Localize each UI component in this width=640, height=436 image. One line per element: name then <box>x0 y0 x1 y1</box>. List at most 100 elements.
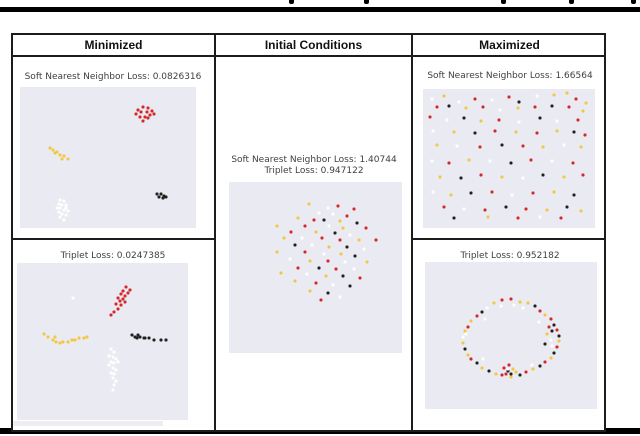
column-divider-1 <box>214 33 216 432</box>
data-point-yellow <box>51 148 55 152</box>
data-point-red <box>143 115 147 119</box>
data-point-white <box>109 371 113 375</box>
data-point-black <box>473 131 477 135</box>
data-point-yellow <box>486 215 490 219</box>
data-point-red <box>319 298 323 302</box>
data-point-yellow <box>339 252 343 256</box>
data-point-red <box>141 119 145 123</box>
data-point-white <box>327 224 331 228</box>
descender-mark <box>569 0 574 4</box>
data-point-white <box>111 366 115 370</box>
data-point-white <box>521 176 525 180</box>
data-point-red <box>116 296 120 300</box>
data-point-yellow <box>511 367 515 371</box>
data-point-yellow <box>480 366 484 370</box>
data-point-black <box>509 161 513 165</box>
data-point-black <box>538 116 542 120</box>
data-point-red <box>314 281 317 285</box>
data-point-yellow <box>565 91 569 95</box>
data-point-white <box>549 338 553 342</box>
data-point-red <box>320 236 324 240</box>
data-point-red <box>447 161 451 165</box>
data-point-red <box>326 259 330 263</box>
data-point-white <box>64 203 68 207</box>
data-point-white <box>111 355 115 359</box>
data-point-yellow <box>579 209 583 213</box>
table-header-maximized: Maximized <box>479 38 540 52</box>
data-point-white <box>62 199 66 203</box>
data-point-red <box>507 95 511 99</box>
data-point-black <box>355 221 359 225</box>
data-point-black <box>469 191 473 195</box>
data-point-white <box>62 208 66 212</box>
data-point-white <box>60 203 64 207</box>
data-point-black <box>550 104 554 108</box>
data-point-white <box>430 97 434 101</box>
data-point-yellow <box>338 219 342 223</box>
data-point-yellow <box>526 301 530 305</box>
data-point-white <box>530 363 534 367</box>
data-point-red <box>533 105 537 109</box>
plot-title-max-snn: Soft Nearest Neighbor Loss: 1.66564 <box>427 71 593 81</box>
data-point-white <box>506 367 510 371</box>
data-point-white <box>112 372 116 376</box>
data-point-red <box>116 307 120 311</box>
data-point-yellow <box>514 370 518 374</box>
data-point-red <box>521 144 525 148</box>
data-point-red <box>345 214 349 218</box>
data-point-white <box>305 272 309 276</box>
data-point-red <box>507 363 511 367</box>
data-point-red <box>509 297 513 301</box>
data-point-black <box>533 304 537 308</box>
data-point-white <box>510 193 514 197</box>
data-point-white <box>464 332 468 336</box>
data-point-yellow <box>494 372 498 376</box>
data-point-yellow <box>552 190 556 194</box>
data-point-black <box>348 284 352 288</box>
data-point-red <box>576 118 580 122</box>
data-point-yellow <box>492 301 496 305</box>
data-point-red <box>138 115 142 119</box>
data-point-yellow <box>463 329 467 333</box>
data-point-yellow <box>61 340 65 343</box>
table-header-minimized: Minimized <box>84 38 143 52</box>
data-point-red <box>504 372 508 376</box>
data-point-red <box>358 276 362 280</box>
data-point-black <box>487 369 491 373</box>
data-point-white <box>485 306 489 310</box>
plot-title-min-triplet: Triplet Loss: 0.0247385 <box>60 251 166 261</box>
data-point-yellow <box>282 236 286 240</box>
data-point-red <box>109 313 113 317</box>
data-point-red <box>535 131 539 135</box>
data-point-black <box>462 116 466 120</box>
data-point-yellow <box>327 245 331 249</box>
data-point-black <box>459 176 463 180</box>
data-point-white <box>461 335 465 339</box>
data-point-black <box>162 194 166 198</box>
data-point-yellow <box>296 216 300 220</box>
data-point-white <box>111 376 115 380</box>
data-point-yellow <box>54 340 58 343</box>
data-point-white <box>490 98 494 102</box>
scatter-plot-max-snn <box>423 89 595 228</box>
data-point-red <box>466 325 470 329</box>
data-point-white <box>300 236 304 240</box>
data-point-red <box>479 173 483 177</box>
data-point-white <box>348 233 352 237</box>
data-point-red <box>502 366 506 370</box>
data-point-red <box>469 357 473 361</box>
data-point-yellow <box>60 157 64 161</box>
data-point-white <box>338 295 342 299</box>
data-point-red <box>435 105 439 109</box>
data-point-white <box>322 252 326 256</box>
data-point-white <box>62 218 66 222</box>
data-point-black <box>164 195 168 199</box>
data-point-white <box>445 118 449 122</box>
data-point-black <box>130 333 134 337</box>
data-point-white <box>109 360 113 364</box>
data-point-black <box>293 243 297 247</box>
data-point-red <box>145 110 149 114</box>
data-point-black <box>159 338 163 342</box>
data-point-black <box>133 335 137 339</box>
data-point-white <box>112 361 116 365</box>
